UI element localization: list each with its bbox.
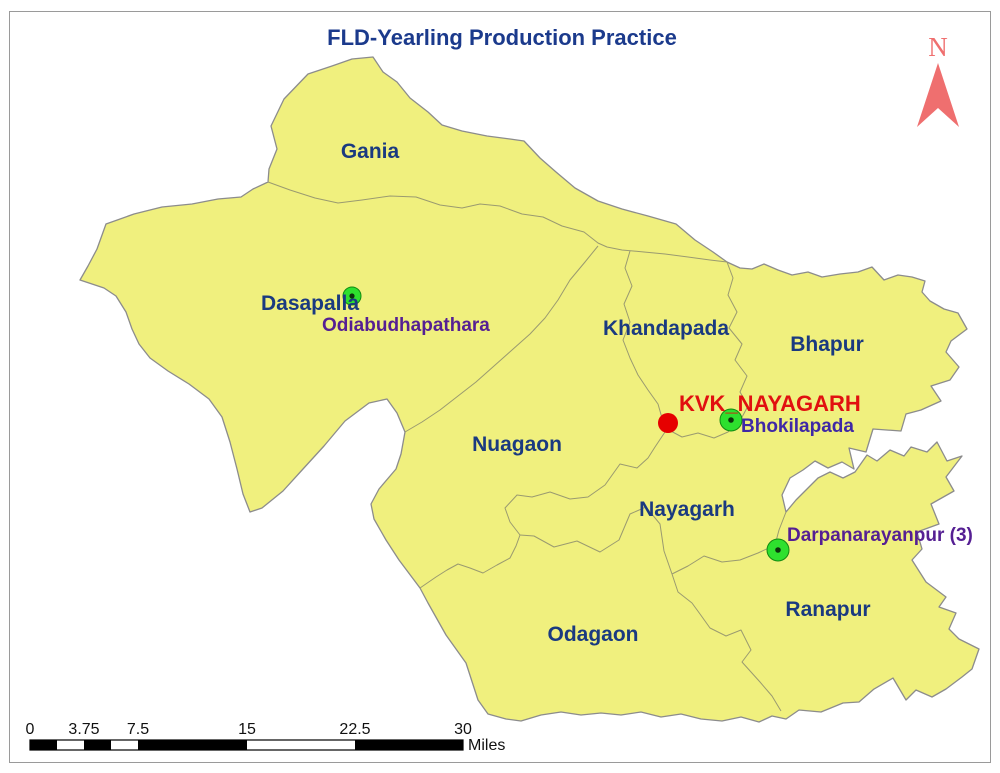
block-boundaries [267,181,787,712]
block-label-gania: Gania [341,140,400,163]
boundary-gania-south [267,181,728,263]
marker-label-kvk-nayagarh: KVK_NAYAGARH [679,391,861,416]
bhokilapada-dot-core [728,417,734,423]
marker-label-darpanarayanpur: Darpanarayanpur (3) [787,525,973,546]
map-title: FLD-Yearling Production Practice [327,25,677,50]
scale-tick-5: 30 [454,721,472,738]
block-label-khandapada: Khandapada [603,317,729,340]
block-label-nayagarh: Nayagarh [639,498,735,521]
marker-label-odiabudhapathara: Odiabudhapathara [322,315,490,336]
boundary-nuagaon-odagaon [419,534,521,589]
marker-labels: Odiabudhapathara KVK_NAYAGARH Bhokilapad… [322,315,973,546]
block-label-bhapur: Bhapur [790,333,864,356]
boundary-dasapalla-nuagaon [404,245,599,433]
scale-bar-segments [30,740,463,750]
boundary-nayagarh-ranapur [671,511,787,575]
map-border-frame [9,11,991,763]
boundary-odagaon-ranapur [671,573,782,712]
scale-tick-4: 22.5 [339,721,370,738]
location-markers [342,286,790,562]
darpanarayanpur-dot-core [775,547,781,553]
block-label-odagaon: Odagaon [547,623,638,646]
scale-tick-3: 15 [238,721,256,738]
scale-bar-ticks: 0 3.75 7.5 15 22.5 30 [26,721,472,738]
north-arrow-letter: N [928,32,948,62]
scale-tick-0: 0 [26,721,35,738]
scale-bar: 0 3.75 7.5 15 22.5 30 Miles [26,721,506,754]
scale-tick-2: 7.5 [127,721,149,738]
block-label-dasapalla: Dasapalla [261,292,359,315]
odiabudhapathara-dot-core [349,293,355,299]
boundary-odagaon-nayagarh [519,506,673,575]
block-label-ranapur: Ranapur [785,598,870,621]
block-labels: Gania Dasapalla Khandapada Bhapur Nuagao… [261,140,871,646]
north-arrow: N [917,32,959,127]
district-outline [79,56,980,723]
boundary-khandapada-nuagaon [622,250,668,430]
scale-tick-1: 3.75 [68,721,99,738]
block-label-nuagaon: Nuagaon [472,433,562,456]
marker-label-bhokilapada: Bhokilapada [741,416,854,437]
kvk-nayagarh-dot [658,413,678,433]
scale-unit-label: Miles [468,737,505,754]
boundary-khandapada-bhapur [726,261,749,420]
boundary-nuagaon-nayagarh [504,428,668,536]
north-arrow-glyph [917,63,959,127]
